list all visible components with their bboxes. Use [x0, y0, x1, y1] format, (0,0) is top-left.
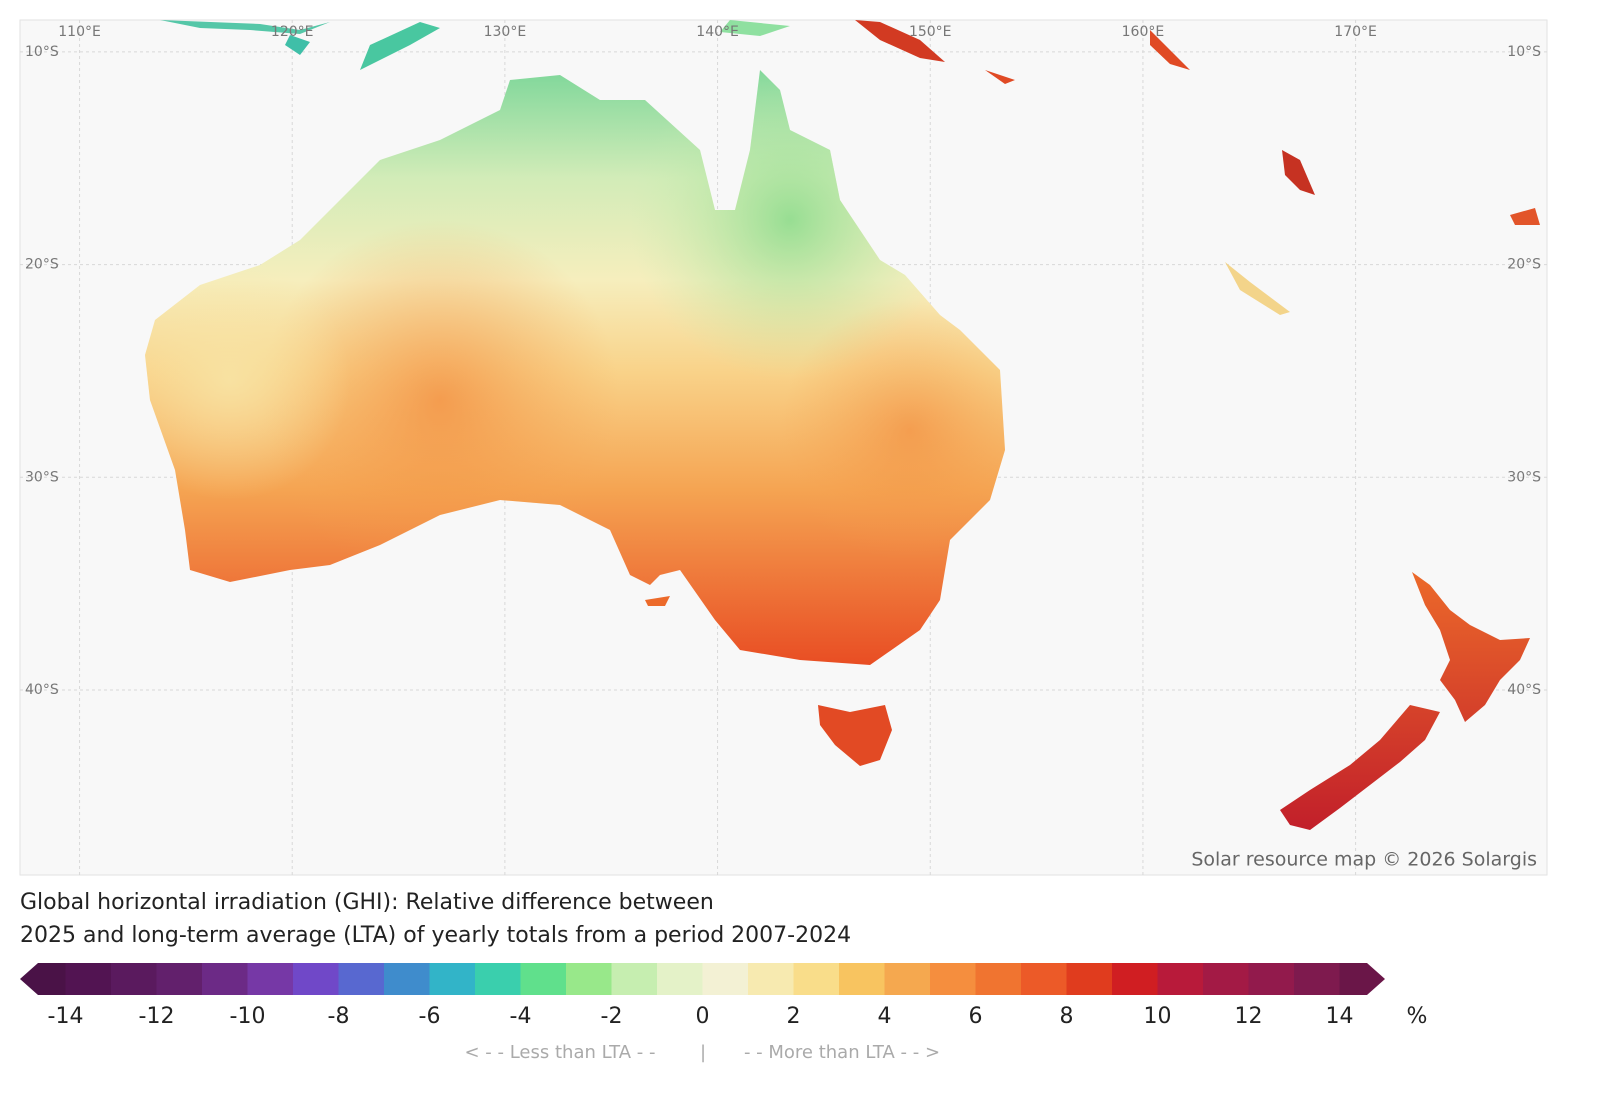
- latitude-label: 40°S: [25, 682, 59, 698]
- color-bin: [1248, 963, 1295, 995]
- legend-tick-label: 2: [787, 1004, 801, 1029]
- color-bin: [1112, 963, 1158, 995]
- legend-tick-label: 0: [696, 1004, 710, 1029]
- legend-title: 2025 and long-term average (LTA) of year…: [20, 923, 851, 948]
- latitude-label: 30°S: [1507, 469, 1541, 485]
- longitude-label: 130°E: [484, 24, 527, 40]
- color-bin: [338, 963, 385, 995]
- legend-unit: %: [1407, 1004, 1428, 1029]
- color-bin: [247, 963, 294, 995]
- latitude-label: 10°S: [25, 44, 59, 60]
- color-bin: [20, 963, 66, 995]
- divider: |: [700, 1042, 706, 1063]
- more-label: - - More than LTA - - >: [744, 1042, 940, 1063]
- latitude-label: 30°S: [25, 469, 59, 485]
- longitude-label: 120°E: [271, 24, 314, 40]
- latitude-label: 10°S: [1507, 44, 1541, 60]
- color-bin: [1203, 963, 1249, 995]
- color-bin: [793, 963, 840, 995]
- longitude-label: 150°E: [909, 24, 952, 40]
- island: [720, 20, 790, 36]
- color-bin: [111, 963, 157, 995]
- south-island: [1280, 705, 1440, 830]
- color-bin: [520, 963, 567, 995]
- color-bin: [975, 963, 1022, 995]
- island: [855, 20, 945, 62]
- color-bin: [429, 963, 476, 995]
- island: [1150, 30, 1190, 70]
- island: [160, 20, 330, 34]
- legend-tick-label: 6: [969, 1004, 983, 1029]
- longitude-label: 170°E: [1334, 24, 1377, 40]
- island: [1510, 208, 1540, 225]
- latitude-label: 20°S: [1507, 257, 1541, 273]
- color-bin: [384, 963, 430, 995]
- legend-tick-label: 14: [1326, 1004, 1354, 1029]
- color-bin: [475, 963, 521, 995]
- island: [285, 35, 310, 55]
- legend-tick-label: -6: [419, 1004, 441, 1029]
- tasmania: [818, 705, 892, 766]
- color-bin: [156, 963, 203, 995]
- island: [1225, 262, 1290, 315]
- color-bin: [65, 963, 112, 995]
- color-legend: -14 -12 -10 -8 -6 -4 -2 0 2 4 6 8 10 12 14: [20, 963, 1385, 1029]
- island: [985, 70, 1015, 84]
- attribution: Solar resource map © 2026 Solargis: [1191, 849, 1537, 871]
- color-bin: [611, 963, 658, 995]
- legend-tick-label: 4: [878, 1004, 892, 1029]
- color-bin: [202, 963, 248, 995]
- color-bin: [1157, 963, 1204, 995]
- color-bin: [748, 963, 794, 995]
- legend-tick-label: -8: [328, 1004, 350, 1029]
- legend-tick-label: 8: [1060, 1004, 1074, 1029]
- island: [360, 22, 440, 70]
- color-bin: [1294, 963, 1340, 995]
- legend-tick-label: -2: [601, 1004, 623, 1029]
- color-bin: [930, 963, 976, 995]
- north-island: [1412, 572, 1530, 722]
- longitude-label: 140°E: [696, 24, 739, 40]
- color-bin: [657, 963, 703, 995]
- legend-tick-label: -4: [510, 1004, 532, 1029]
- legend-tick-label: -10: [230, 1004, 266, 1029]
- longitude-label: 110°E: [58, 24, 101, 40]
- legend-tick-label: 10: [1144, 1004, 1172, 1029]
- latitude-label: 20°S: [25, 257, 59, 273]
- coordinate-labels: 110°E 120°E 130°E 140°E 150°E 160°E 170°E 10°S 1…: [25, 24, 1541, 698]
- latitude-label: 40°S: [1507, 682, 1541, 698]
- color-bin: [1339, 963, 1385, 995]
- color-bin: [839, 963, 885, 995]
- legend-tick-label: -14: [48, 1004, 84, 1029]
- australia-shade: [145, 70, 1005, 665]
- island: [645, 596, 670, 606]
- less-label: < - - Less than LTA - -: [464, 1042, 655, 1063]
- color-bin: [1021, 963, 1067, 995]
- legend-title: Global horizontal irradiation (GHI): Rel…: [20, 890, 714, 915]
- island: [1282, 150, 1315, 195]
- color-bin: [566, 963, 612, 995]
- color-bin: [884, 963, 931, 995]
- legend-tick-label: -12: [139, 1004, 175, 1029]
- color-bin: [293, 963, 339, 995]
- legend-tick-label: 12: [1235, 1004, 1263, 1029]
- color-bin: [1066, 963, 1113, 995]
- color-bin: [702, 963, 749, 995]
- land: [145, 20, 1540, 830]
- longitude-label: 160°E: [1122, 24, 1165, 40]
